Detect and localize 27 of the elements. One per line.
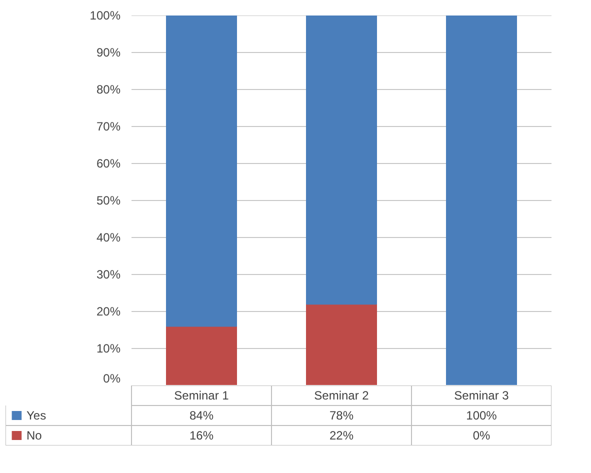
y-tick-label: 40% (96, 230, 121, 244)
y-tick-label: 20% (96, 304, 121, 318)
y-tick-label: 70% (96, 120, 121, 134)
data-label: 0% (472, 428, 490, 442)
y-tick-label: 80% (96, 82, 121, 96)
y-tick-label: 100% (90, 8, 121, 22)
data-label: 22% (329, 428, 354, 442)
y-tick-label: 90% (96, 46, 121, 60)
data-label: 16% (189, 428, 214, 442)
y-tick-label: 10% (96, 342, 121, 356)
data-label: 84% (189, 408, 214, 422)
data-label: 100% (466, 408, 498, 422)
bar (306, 16, 377, 305)
data-label: 78% (329, 408, 354, 422)
bar (446, 16, 517, 385)
bar (166, 326, 237, 385)
bar (306, 304, 377, 385)
bar (166, 16, 237, 327)
y-tick-label: 30% (96, 268, 121, 282)
x-tick-label: Seminar 1 (174, 388, 230, 402)
y-tick-label: 60% (96, 156, 121, 170)
y-tick-label: 50% (96, 194, 121, 208)
legend-label: Yes (26, 408, 46, 422)
legend-label: No (26, 428, 42, 442)
y-tick-label: 0% (103, 372, 121, 386)
x-tick-label: Seminar 2 (314, 388, 370, 402)
x-tick-label: Seminar 3 (454, 388, 510, 402)
